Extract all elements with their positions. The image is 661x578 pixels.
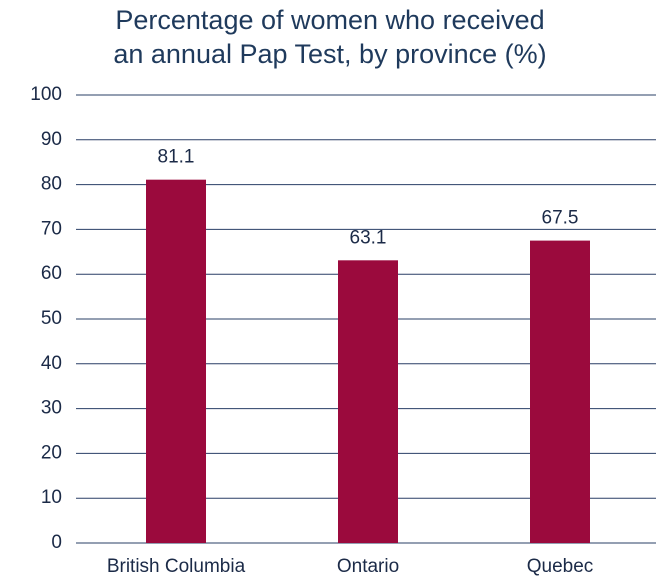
bar xyxy=(530,240,590,543)
y-tick-label: 20 xyxy=(41,442,62,463)
x-tick-label: Quebec xyxy=(527,556,594,577)
y-tick-label: 30 xyxy=(41,398,62,419)
y-tick-label: 100 xyxy=(30,84,62,105)
y-tick-label: 50 xyxy=(41,308,62,329)
x-tick-label: British Columbia xyxy=(107,556,246,577)
bar xyxy=(146,179,206,543)
data-label: 81.1 xyxy=(158,147,195,168)
y-tick-label: 80 xyxy=(41,174,62,195)
chart-title: an annual Pap Test, by province (%) xyxy=(113,39,546,69)
data-label: 67.5 xyxy=(542,208,579,229)
y-tick-label: 0 xyxy=(51,532,62,553)
y-tick-label: 70 xyxy=(41,218,62,239)
data-label: 63.1 xyxy=(350,227,387,248)
y-tick-label: 10 xyxy=(41,487,62,508)
x-tick-label: Ontario xyxy=(337,556,399,577)
y-tick-label: 60 xyxy=(41,263,62,284)
y-tick-label: 90 xyxy=(41,129,62,150)
bar xyxy=(338,260,398,543)
chart-title: Percentage of women who received xyxy=(115,5,544,35)
y-tick-label: 40 xyxy=(41,353,62,374)
